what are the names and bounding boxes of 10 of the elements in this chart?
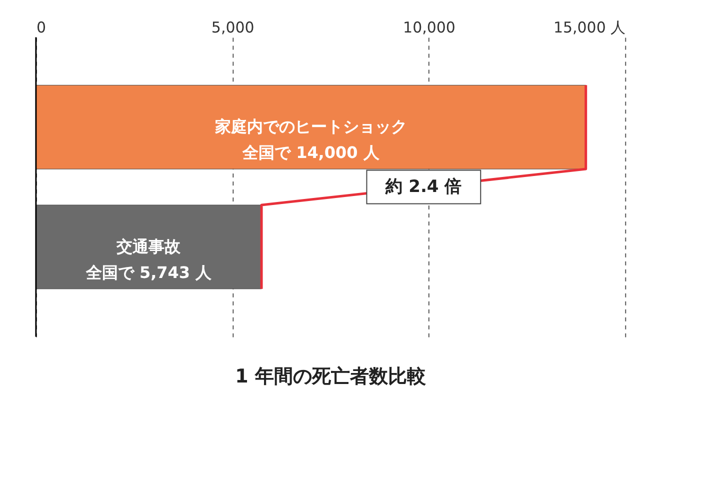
x-tick-label: 10,000 bbox=[403, 18, 456, 37]
x-tick-label: 0 bbox=[36, 18, 46, 37]
annotation: 約 2.4 倍 bbox=[384, 177, 462, 198]
y-tick-label: 交通事故 bbox=[116, 236, 182, 256]
x-tick-label: 5,000 bbox=[211, 18, 254, 37]
text: 1 年間の死亡者数比較 bbox=[235, 366, 427, 388]
data-label: 全国で 14,000 人 bbox=[242, 143, 380, 162]
x-tick-label: 15,000 人 bbox=[553, 18, 626, 37]
y-tick-label: 家庭内でのヒートショック bbox=[214, 117, 407, 136]
data-label: 全国で 5,743 人 bbox=[84, 262, 213, 282]
